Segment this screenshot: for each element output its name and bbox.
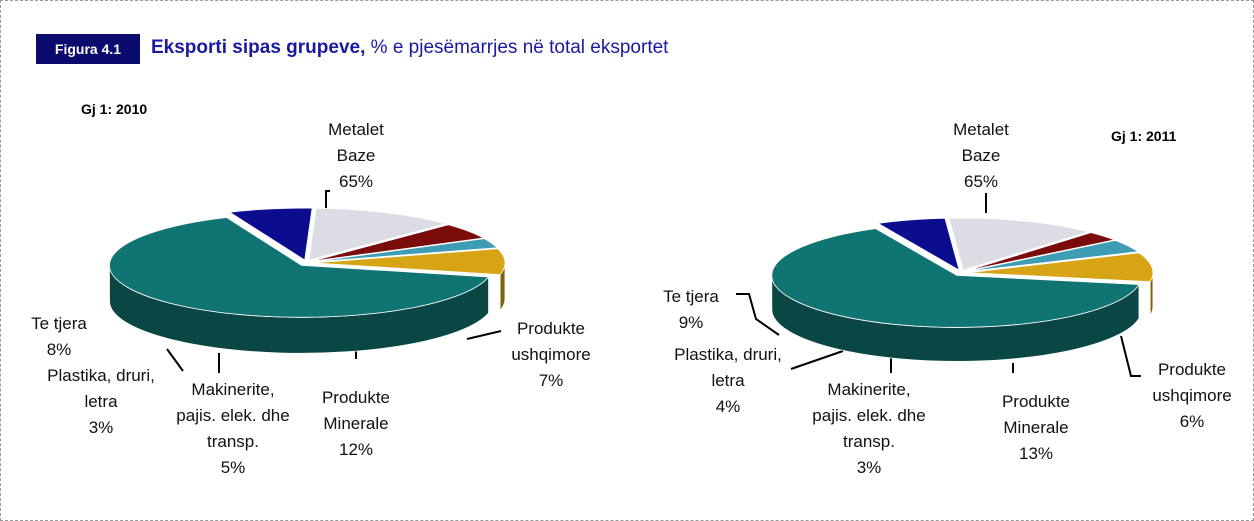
chart-title: Gj 1: 2011 [1111, 128, 1177, 144]
leader-line [325, 190, 330, 213]
value-label: 9% [678, 313, 704, 332]
slice-top [771, 228, 1140, 328]
value-label: 3% [88, 418, 114, 437]
pie-slice [228, 207, 313, 261]
leader-line [166, 348, 184, 372]
category-label: Plastika, druri, letra [674, 345, 782, 390]
pie-slice [876, 217, 960, 271]
pie-slice [771, 228, 1140, 328]
pie-slice [308, 207, 448, 261]
category-label: Makinerite, pajis. elek. dhe transp. [176, 380, 290, 451]
pie-slice [312, 248, 506, 276]
slice-label: Produkte ushqimore 7% [496, 316, 606, 394]
category-label: Te tjera [663, 287, 719, 306]
category-label: Produkte Minerale [1001, 392, 1071, 437]
title-rest: % e pjesëmarrjes në total eksportet [370, 37, 669, 58]
slice-top [966, 232, 1116, 272]
leader-line [790, 350, 844, 370]
pie-slice [109, 217, 490, 318]
value-label: 65% [963, 172, 999, 191]
value-label: 8% [46, 340, 72, 359]
slice-top [228, 207, 313, 261]
pie-slice [311, 224, 485, 262]
chart-title: Gj 1: 2010 [81, 101, 148, 117]
value-label: 7% [538, 371, 564, 390]
category-label: Produkte Minerale [321, 388, 391, 433]
slice-label: Makinerite, pajis. elek. dhe transp. 5% [173, 377, 293, 481]
category-label: Plastika, druri, letra [47, 366, 155, 411]
pie-tops [109, 207, 506, 318]
slice-label: Te tjera 8% [29, 311, 89, 363]
slice-label: Produkte ushqimore 6% [1137, 357, 1247, 435]
slice-top [967, 252, 1154, 283]
pie-tops [771, 217, 1154, 328]
slice-top [312, 238, 499, 263]
category-label: Makinerite, pajis. elek. dhe transp. [812, 380, 926, 451]
title-bold: Eksporti sipas grupeve, [151, 37, 366, 58]
category-label: Te tjera [31, 314, 87, 333]
pie-slice [312, 238, 499, 263]
pie-slice [967, 252, 1154, 283]
slice-top [967, 239, 1140, 272]
value-label: 3% [856, 458, 882, 477]
figure-label: Figura 4.1 [36, 34, 140, 64]
value-label: 12% [338, 440, 374, 459]
pie-slice [948, 217, 1090, 271]
slice-label: Metalet Baze 65% [316, 117, 396, 195]
category-label: Metalet Baze [953, 120, 1009, 165]
leader-line [1120, 335, 1141, 377]
leader-line [736, 293, 780, 336]
slice-top [948, 217, 1090, 271]
slice-label: Metalet Baze 65% [941, 117, 1021, 195]
category-label: Metalet Baze [328, 120, 384, 165]
slice-top [311, 224, 485, 262]
value-label: 4% [715, 397, 741, 416]
value-label: 13% [1018, 444, 1054, 463]
slice-label: Produkte Minerale 12% [306, 385, 406, 463]
slice-label: Plastika, druri, letra 3% [41, 363, 161, 441]
category-label: Produkte ushqimore [1152, 360, 1232, 405]
value-label: 6% [1179, 412, 1205, 431]
value-label: 5% [220, 458, 246, 477]
value-label: 65% [338, 172, 374, 191]
leader-line [466, 330, 502, 340]
slice-top [312, 248, 506, 276]
slice-top [109, 217, 490, 318]
slice-label: Makinerite, pajis. elek. dhe transp. 3% [809, 377, 929, 481]
pie-slice [967, 239, 1140, 272]
pie-slice [966, 232, 1116, 272]
slice-label: Te tjera 9% [661, 284, 721, 336]
slice-label: Plastika, druri, letra 4% [668, 342, 788, 420]
slice-top [308, 207, 448, 261]
slice-label: Produkte Minerale 13% [986, 389, 1086, 467]
figure-title: Eksporti sipas grupeve, % e pjesëmarrjes… [151, 37, 668, 59]
category-label: Produkte ushqimore [511, 319, 591, 364]
slice-top [876, 217, 960, 271]
